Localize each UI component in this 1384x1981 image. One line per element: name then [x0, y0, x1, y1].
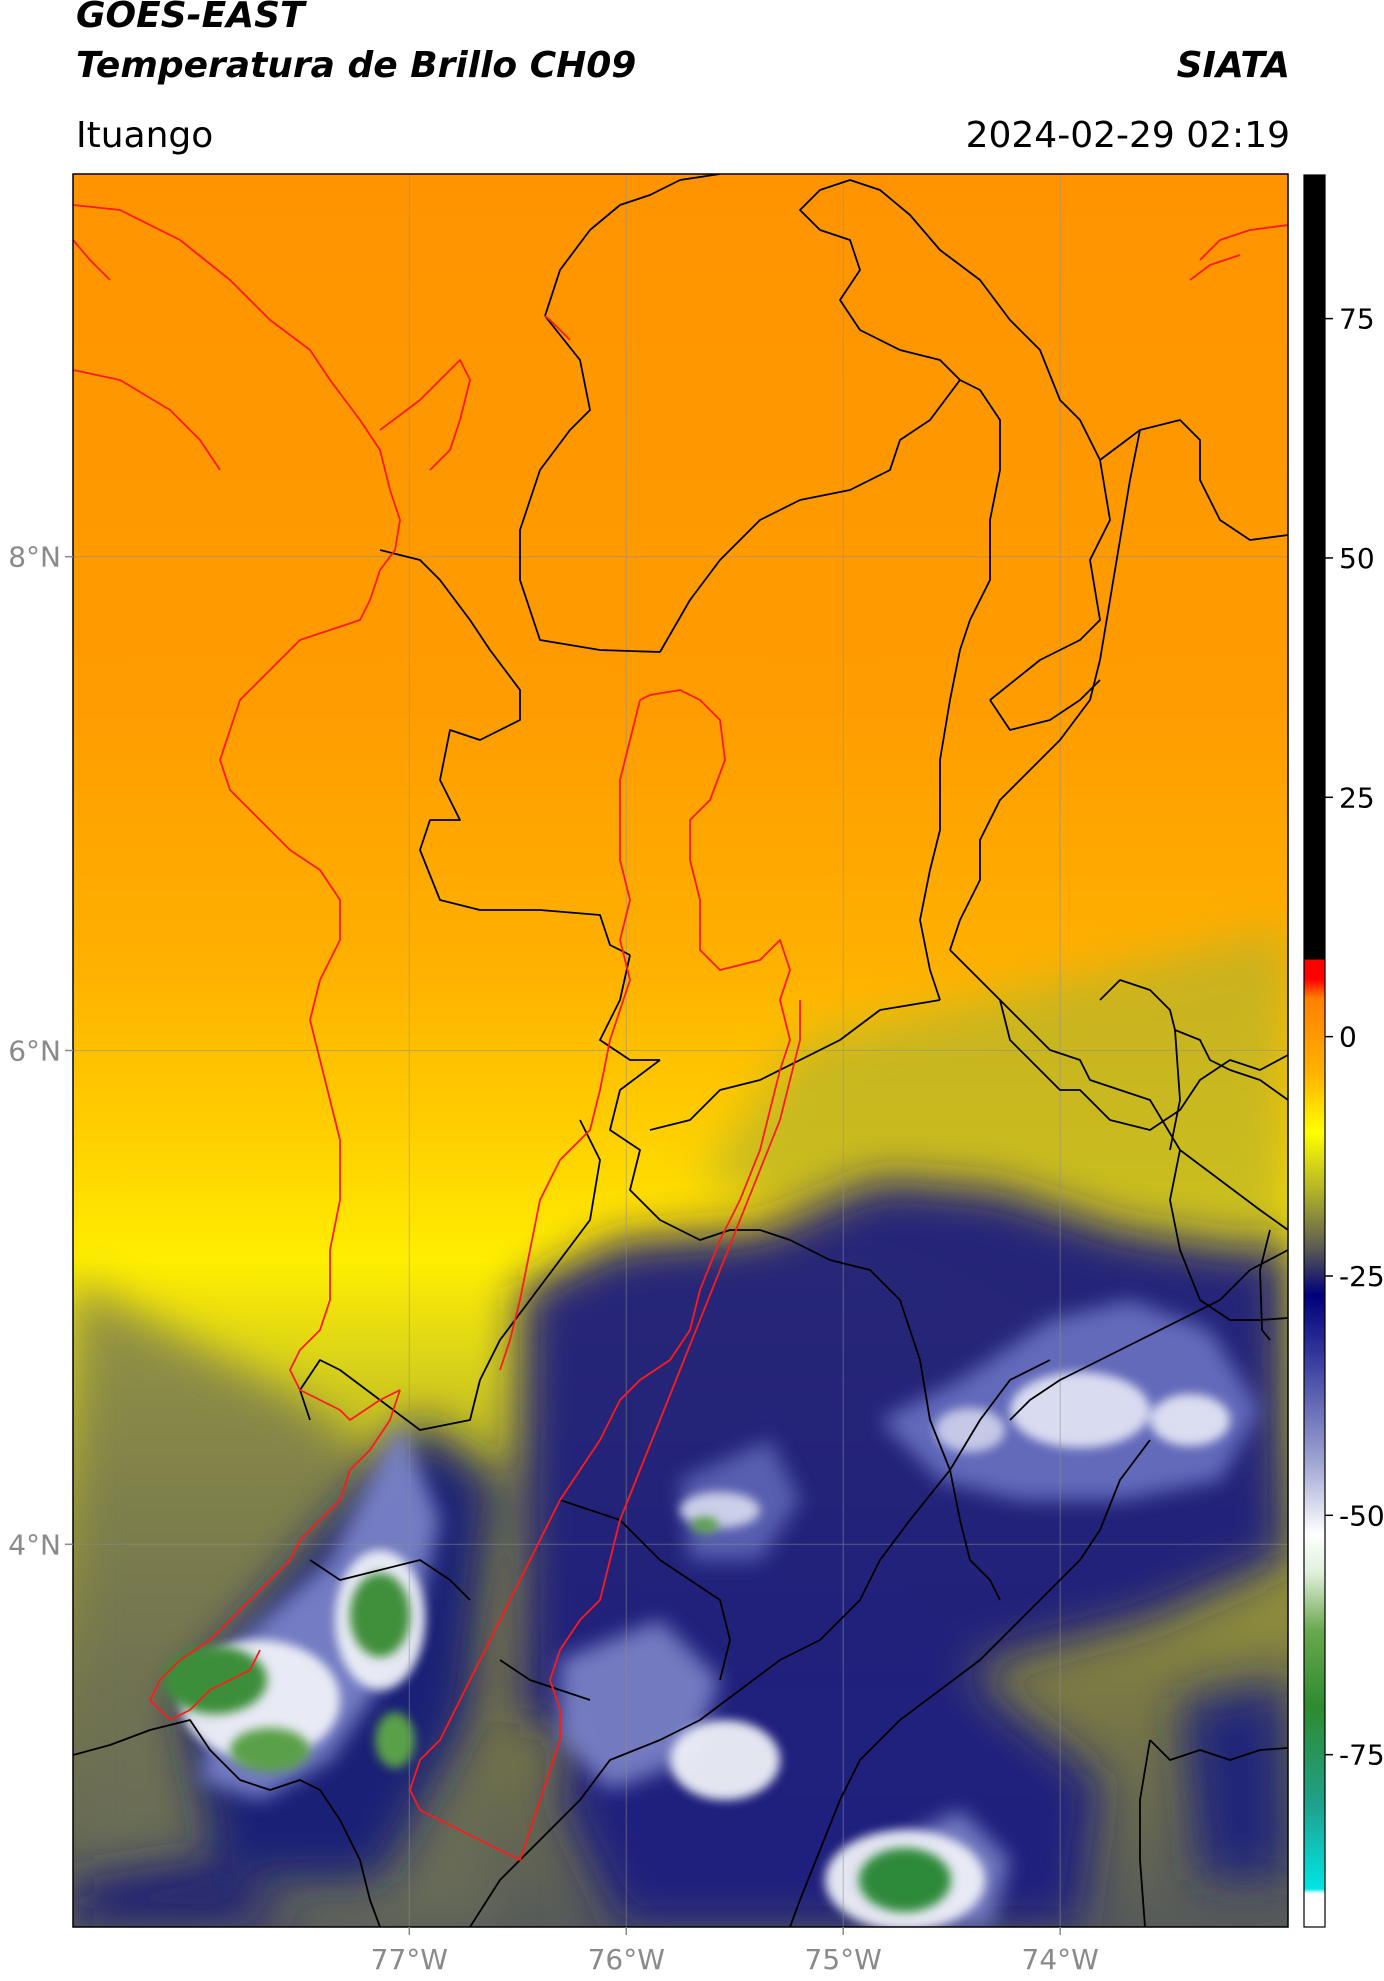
colorbar: 75 50 25 0 -25 -50 -75	[1303, 174, 1384, 1928]
title-line1: GOES-EAST	[76, 0, 305, 36]
lat-tick-label: 6°N	[8, 1035, 61, 1068]
lat-tick-label: 4°N	[8, 1528, 61, 1561]
title-line2: Temperatura de Brillo CH09	[76, 45, 637, 86]
colorbar-tick-label: 75	[1339, 303, 1375, 336]
lat-tick-label: 8°N	[8, 541, 61, 574]
lon-tick-label: 76°W	[588, 1943, 665, 1976]
lon-tick-label: 75°W	[805, 1943, 882, 1976]
colorbar-tick-label: 0	[1339, 1021, 1357, 1054]
colorbar-tick-label: -75	[1339, 1739, 1384, 1772]
colorbar-tick-label: -25	[1339, 1260, 1384, 1293]
lon-tick-label: 77°W	[371, 1943, 448, 1976]
lon-tick-label: 74°W	[1022, 1943, 1099, 1976]
satellite-image	[73, 174, 1288, 1927]
colorbar-tick-label: 25	[1339, 781, 1375, 814]
datetime-label: 2024-02-29 02:19	[965, 115, 1290, 156]
colorbar-tick-label: 50	[1339, 542, 1375, 575]
colorbar-ticks: 75 50 25 0 -25 -50 -75	[1325, 303, 1384, 1772]
longitude-ticks: 77°W 76°W 75°W 74°W	[371, 1927, 1099, 1976]
latitude-ticks: 8°N 6°N 4°N	[8, 541, 73, 1561]
coastline-border	[73, 204, 1288, 1861]
colorbar-tick-label: -50	[1339, 1499, 1384, 1532]
brand-label: SIATA	[1176, 45, 1290, 86]
colorbar-scale	[1303, 174, 1326, 1928]
location-label: Ituango	[76, 115, 214, 156]
